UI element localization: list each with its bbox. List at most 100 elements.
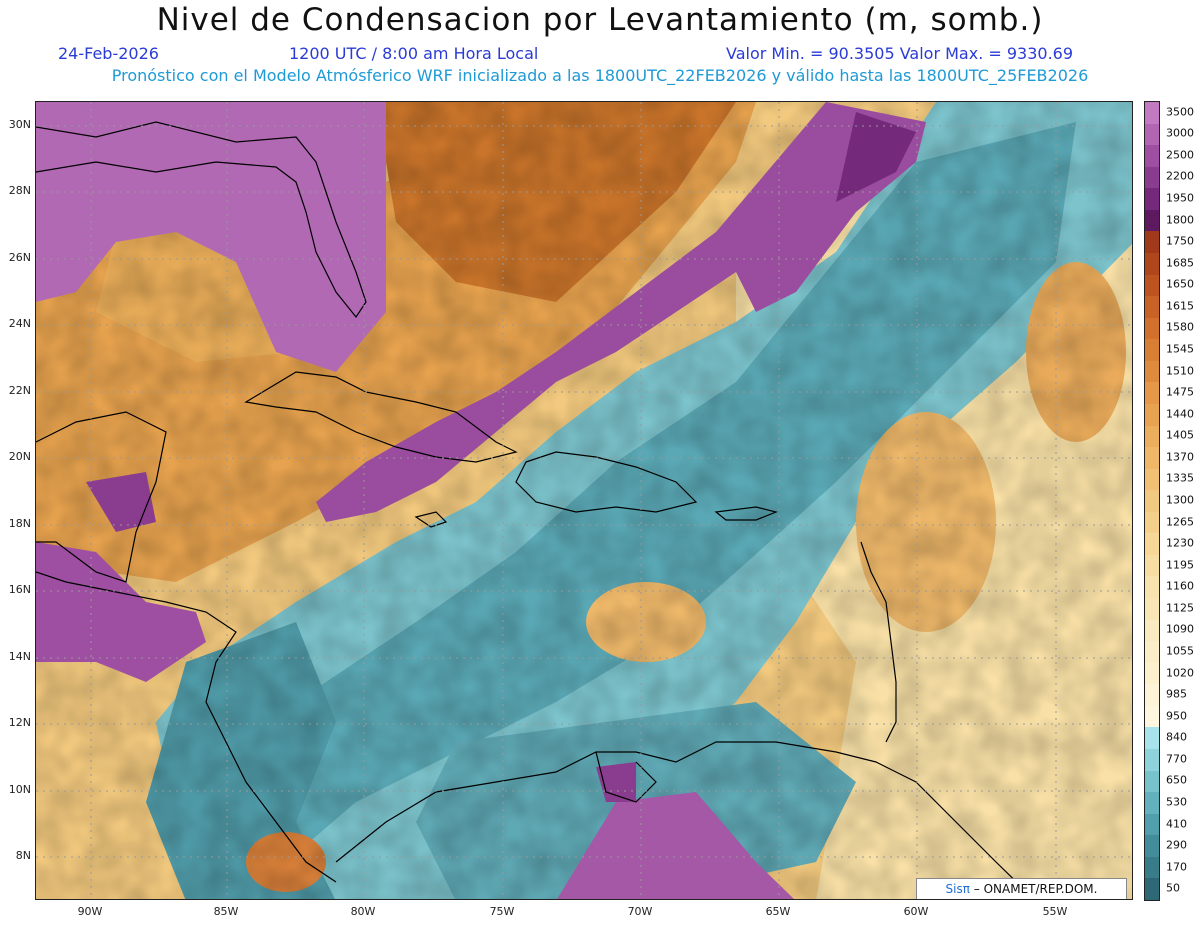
colorbar-label: 2200: [1166, 169, 1194, 183]
colorbar-segment: [1145, 145, 1159, 168]
lat-label-12N: 12N: [8, 716, 31, 729]
coastlines: [36, 121, 1035, 899]
lon-label-80W: 80W: [350, 905, 376, 918]
colorbar-label: 1265: [1166, 515, 1194, 529]
lat-label-8N: 8N: [15, 849, 31, 862]
colorbar-label: 3500: [1166, 105, 1194, 119]
colorbar-segment: [1145, 317, 1159, 340]
colorbar-segment: [1145, 360, 1159, 383]
colorbar-segment: [1145, 468, 1159, 491]
colorbar-segment: [1145, 252, 1159, 276]
colorbar-segment: [1145, 856, 1159, 879]
colorbar-label: 1615: [1166, 299, 1194, 313]
colorbar-label: 1950: [1166, 191, 1194, 205]
colorbar-segment: [1145, 382, 1159, 405]
colorbar-segment: [1145, 770, 1159, 793]
colorbar-label: 1020: [1166, 666, 1194, 680]
colorbar-label: 170: [1166, 860, 1187, 874]
colorbar-label: 1055: [1166, 644, 1194, 658]
map-title: Nivel de Condensacion por Levantamiento …: [156, 2, 1044, 38]
colorbar-segment: [1145, 641, 1159, 664]
colorbar-label: 3000: [1166, 126, 1194, 140]
field-purple-yucatan: [86, 472, 156, 532]
credit-org: – ONAMET/REP.DOM.: [973, 882, 1098, 896]
colorbar-label: 840: [1166, 730, 1187, 744]
colorbar-label: 1370: [1166, 450, 1194, 464]
colorbar-segment: [1145, 511, 1159, 534]
lon-label-85W: 85W: [213, 905, 239, 918]
lon-label-55W: 55W: [1042, 905, 1068, 918]
forecast-note: Pronóstico con el Modelo Atmósferico WRF…: [111, 66, 1089, 85]
colorbar-label: 50: [1166, 881, 1180, 895]
colorbar-label: 1230: [1166, 536, 1194, 550]
lat-label-26N: 26N: [8, 251, 31, 264]
colorbar-segment: [1145, 447, 1159, 470]
forecast-map[interactable]: Sisπ – ONAMET/REP.DOM.: [35, 101, 1133, 900]
colorbar-label: 950: [1166, 709, 1187, 723]
lat-label-18N: 18N: [8, 517, 31, 530]
colorbar-segment: [1145, 878, 1159, 901]
colorbar: [1144, 101, 1160, 901]
colorbar-label: 985: [1166, 687, 1187, 701]
colorbar-label: 2500: [1166, 148, 1194, 162]
lon-label-75W: 75W: [489, 905, 515, 918]
colorbar-segment: [1145, 209, 1159, 232]
colorbar-segment: [1145, 727, 1159, 750]
colorbar-label: 1650: [1166, 277, 1194, 291]
graticule: [36, 102, 1132, 899]
lon-label-60W: 60W: [903, 905, 929, 918]
field-purple-venezuela: [557, 792, 794, 899]
lat-label-30N: 30N: [8, 118, 31, 131]
colorbar-segment: [1145, 231, 1159, 254]
lat-label-22N: 22N: [8, 384, 31, 397]
colorbar-label: 1125: [1166, 601, 1194, 615]
colorbar-label: 770: [1166, 752, 1187, 766]
colorbar-label: 1580: [1166, 320, 1194, 334]
lon-label-70W: 70W: [627, 905, 653, 918]
colorbar-segment: [1145, 835, 1159, 858]
colorbar-segment: [1145, 274, 1159, 297]
colorbar-segment: [1145, 123, 1159, 146]
field-purple-band: [316, 102, 926, 522]
lat-label-20N: 20N: [8, 450, 31, 463]
colorbar-label: 1475: [1166, 385, 1194, 399]
colorbar-label: 410: [1166, 817, 1187, 830]
valid-date: 24-Feb-2026: [58, 44, 159, 63]
colorbar-label: 1685: [1166, 256, 1194, 270]
credit-box: Sisπ – ONAMET/REP.DOM.: [916, 878, 1127, 899]
colorbar-segment: [1145, 576, 1159, 599]
colorbar-segment: [1145, 490, 1159, 513]
colorbar-label: 1545: [1166, 342, 1194, 356]
colorbar-segment: [1145, 813, 1159, 836]
map-canvas: [36, 102, 1132, 899]
colorbar-label: 1440: [1166, 407, 1194, 421]
lon-label-65W: 65W: [765, 905, 791, 918]
colorbar-segment: [1145, 296, 1159, 319]
colorbar-segment: [1145, 749, 1159, 772]
colorbar-label: 1195: [1166, 558, 1194, 572]
colorbar-segment: [1145, 166, 1159, 189]
min-max-values: Valor Min. = 90.3505 Valor Max. = 9330.6…: [726, 44, 1074, 63]
lon-label-90W: 90W: [77, 905, 103, 918]
colorbar-label: 1090: [1166, 622, 1194, 636]
colorbar-label: 1750: [1166, 234, 1194, 248]
lat-label-10N: 10N: [8, 783, 31, 796]
field-purple-honduras: [36, 542, 206, 682]
colorbar-label: 1335: [1166, 471, 1194, 485]
colorbar-segment: [1145, 662, 1159, 685]
lat-label-28N: 28N: [8, 184, 31, 197]
colorbar-segment: [1145, 403, 1159, 426]
colorbar-segment: [1145, 102, 1159, 125]
colorbar-segment: [1145, 598, 1159, 621]
colorbar-segment: [1145, 554, 1159, 577]
colorbar-label: 1160: [1166, 579, 1194, 593]
colorbar-label: 290: [1166, 838, 1187, 852]
credit-sis: Sisπ: [945, 882, 970, 896]
colorbar-label: 530: [1166, 795, 1187, 809]
colorbar-segment: [1145, 533, 1159, 556]
colorbar-segment: [1145, 792, 1159, 815]
colorbar-label: 1510: [1166, 364, 1194, 378]
colorbar-segment: [1145, 619, 1159, 642]
colorbar-segment: [1145, 188, 1159, 211]
lat-label-16N: 16N: [8, 583, 31, 596]
